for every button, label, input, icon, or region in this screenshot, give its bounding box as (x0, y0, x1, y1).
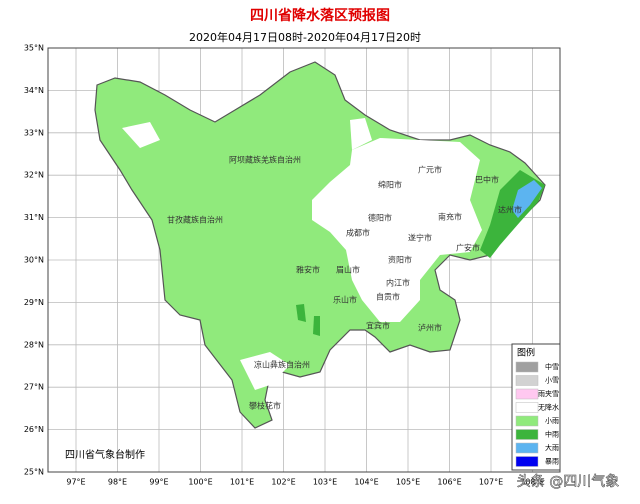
lon-label: 108°E (520, 478, 544, 487)
no-rain-area (350, 118, 372, 150)
legend-swatch (515, 442, 539, 454)
legend-label: 无降水 (538, 403, 559, 412)
city-label: 资阳市 (388, 255, 412, 265)
city-label: 乐山市 (333, 295, 357, 305)
city-label: 广安市 (456, 243, 480, 253)
city-label: 雅安市 (296, 265, 320, 275)
legend-label: 小雪 (545, 376, 559, 385)
legend-swatch (515, 388, 539, 400)
city-label: 甘孜藏族自治州 (167, 215, 223, 225)
legend-label: 暴雨 (545, 458, 559, 466)
city-label: 内江市 (386, 278, 410, 288)
lat-label: 30°N (24, 256, 44, 265)
legend-label: 中雪 (545, 362, 559, 371)
title: 四川省降水落区预报图 (250, 7, 390, 24)
lat-label: 31°N (24, 213, 44, 222)
moderate-rain-area (296, 304, 306, 322)
lat-label: 27°N (24, 383, 44, 392)
lat-label: 26°N (24, 425, 44, 434)
legend-label: 中雨 (545, 430, 559, 439)
city-label: 巴中市 (475, 175, 499, 185)
no-rain-area (122, 122, 160, 148)
legend-swatch (515, 456, 539, 467)
map-frame (47, 47, 561, 473)
city-label: 南充市 (438, 212, 462, 222)
city-label: 广元市 (418, 165, 442, 175)
city-label: 阿坝藏族羌族自治州 (229, 155, 301, 165)
city-label: 攀枝花市 (249, 401, 281, 411)
no-rain-area (312, 138, 482, 322)
legend-swatch (515, 429, 539, 440)
legend-swatch (515, 402, 539, 413)
lat-label: 32°N (24, 171, 44, 180)
lon-label: 98°E (108, 478, 127, 487)
lon-label: 101°E (230, 478, 254, 487)
no-rain-area (240, 352, 290, 390)
heavy-rain-area (512, 180, 542, 218)
lat-label: 29°N (24, 298, 44, 307)
city-label: 达州市 (498, 205, 522, 215)
city-label: 凉山彝族自治州 (254, 360, 310, 370)
city-label: 绵阳市 (378, 180, 402, 190)
legend-swatch (515, 375, 539, 386)
lat-label: 35°N (24, 44, 44, 53)
legend-title: 图例 (517, 347, 535, 359)
city-label: 宜宾市 (366, 321, 390, 331)
credit: 四川省气象台制作 (65, 448, 145, 461)
city-label: 眉山市 (336, 265, 360, 275)
lon-label: 100°E (188, 478, 212, 487)
lat-label: 33°N (24, 128, 44, 137)
lon-label: 103°E (313, 478, 337, 487)
lon-label: 97°E (66, 478, 85, 487)
moderate-rain-area (313, 316, 320, 336)
watermark: 头条 @四川气象 (517, 473, 619, 490)
city-label: 遂宁市 (408, 233, 432, 243)
lat-label: 34°N (24, 86, 44, 95)
city-label: 德阳市 (368, 213, 392, 223)
lat-label: 28°N (24, 340, 44, 349)
lon-label: 105°E (396, 478, 420, 487)
city-label: 泸州市 (418, 323, 442, 333)
legend-swatch (515, 415, 539, 427)
lon-label: 104°E (354, 478, 378, 487)
legend-label: 大雨 (545, 443, 559, 452)
lon-label: 106°E (437, 478, 461, 487)
lon-label: 107°E (479, 478, 503, 487)
legend-swatch (515, 361, 539, 373)
city-label: 成都市 (346, 228, 370, 238)
lat-label: 25°N (24, 468, 44, 477)
legend-label: 小雨 (545, 416, 559, 425)
lon-label: 102°E (271, 478, 295, 487)
legend-label: 雨夹雪 (538, 389, 559, 398)
subtitle: 2020年04月17日08时-2020年04月17日20时 (189, 30, 421, 44)
city-label: 自贡市 (376, 292, 400, 302)
lon-label: 99°E (149, 478, 168, 487)
